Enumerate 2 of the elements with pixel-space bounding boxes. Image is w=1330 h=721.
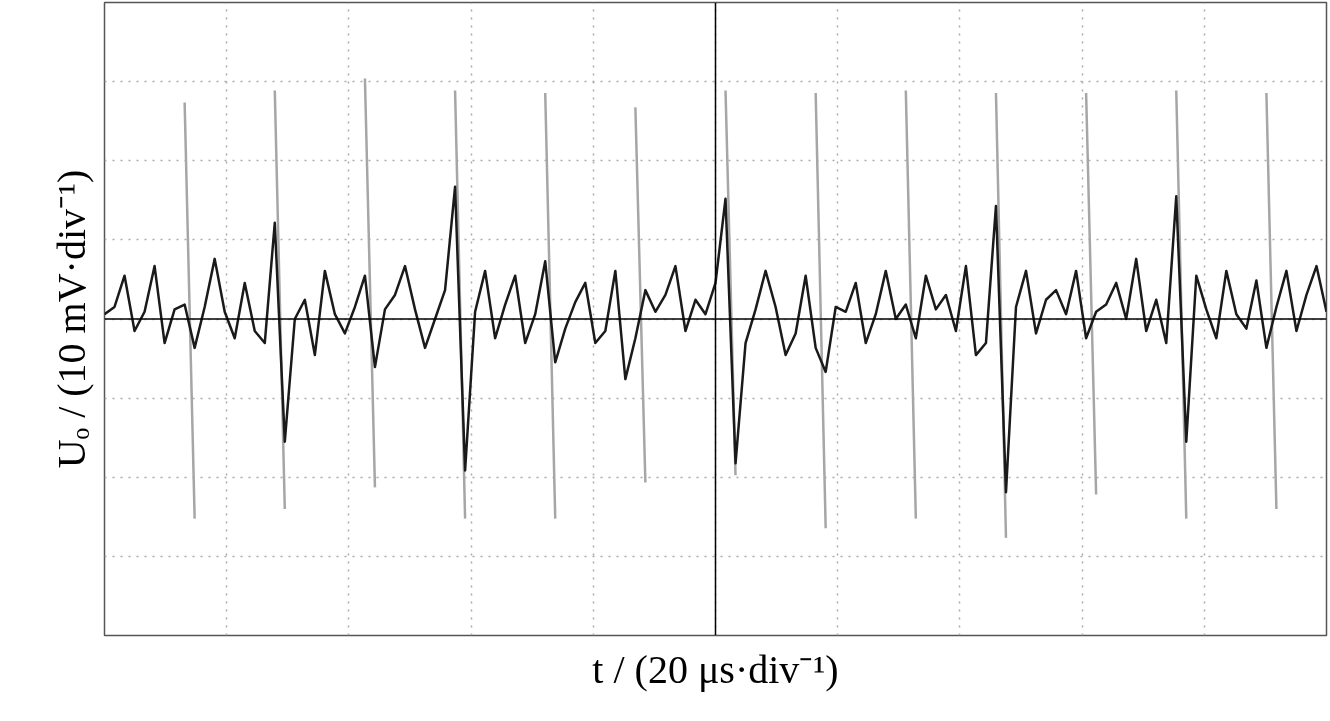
y-axis-title: Uₒ / (10 mV·div⁻¹): [48, 169, 94, 469]
x-axis-title: t / (20 μs·div⁻¹): [592, 646, 839, 692]
